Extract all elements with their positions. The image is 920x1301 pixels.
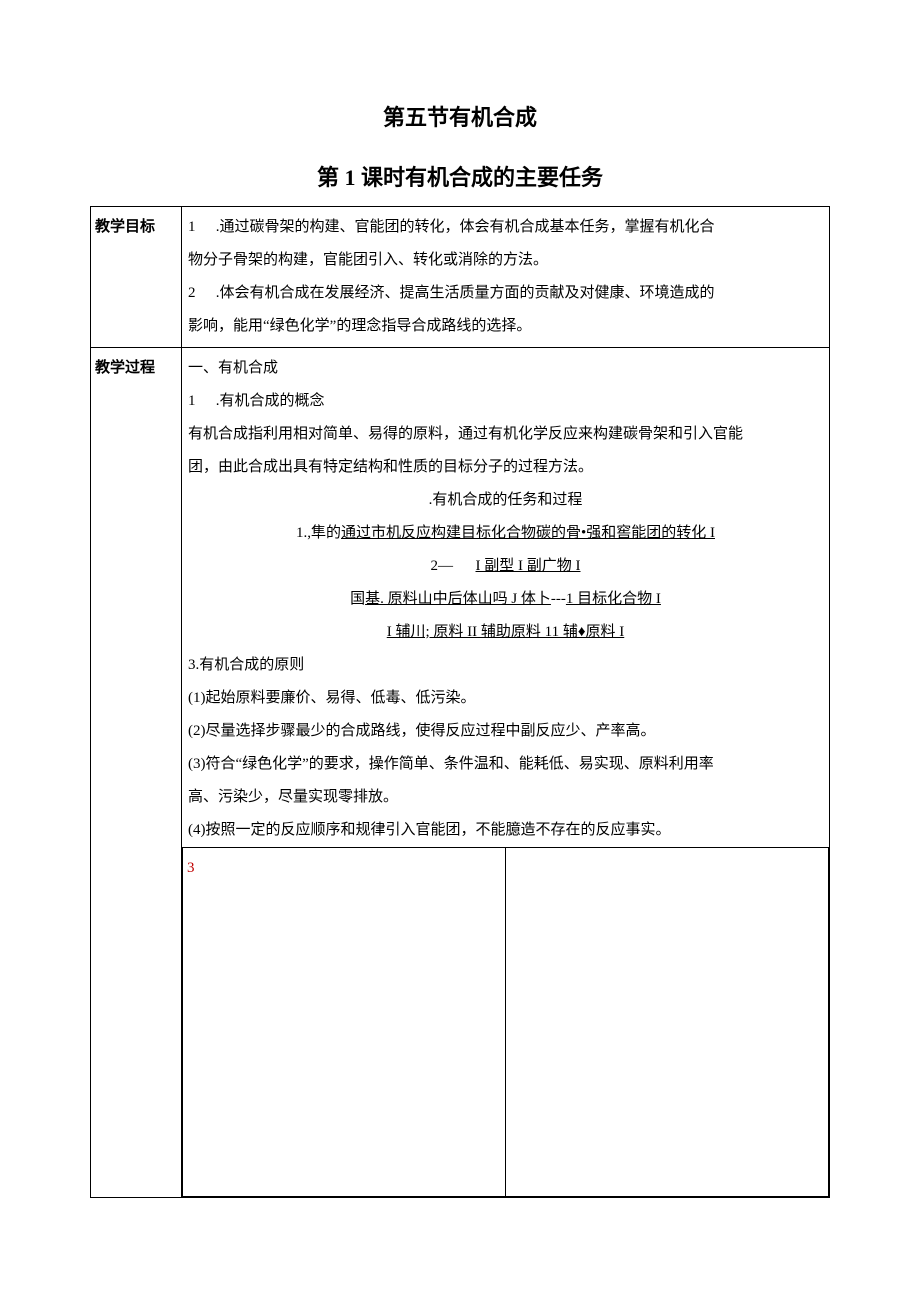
text-line: 影响，能用“绿色化学”的理念指导合成路线的选择。 xyxy=(186,310,825,343)
table-row: 教学目标 1 .通过碳骨架的构建、官能团的转化，体会有机合成基本任务，掌握有机化… xyxy=(91,207,830,348)
text-line: 有机合成指利用相对简单、易得的原料，通过有机化学反应来构建碳骨架和引入官能 xyxy=(186,418,825,451)
text: 1.,隼的 xyxy=(296,525,341,541)
list-number: 1 xyxy=(188,385,212,418)
list-number: 2 xyxy=(188,277,212,310)
text: 2— xyxy=(431,558,454,574)
inner-table: 3 xyxy=(182,847,829,1197)
goal-content: 1 .通过碳骨架的构建、官能团的转化，体会有机合成基本任务，掌握有机化合 物分子… xyxy=(182,207,830,348)
inner-cell-right xyxy=(506,848,829,1197)
text-line: (1)起始原料要廉价、易得、低毒、低污染。 xyxy=(186,682,825,715)
page: 第五节有机合成 第 1 课时有机合成的主要任务 教学目标 1 .通过碳骨架的构建… xyxy=(0,0,920,1278)
text-line: .有机合成的任务和过程 xyxy=(186,484,825,517)
text-line: (4)按照一定的反应顺序和规律引入官能团，不能臆造不存在的反应事实。 xyxy=(186,814,825,847)
text-line: (2)尽量选择步骤最少的合成路线，使得反应过程中副反应少、产率高。 xyxy=(186,715,825,748)
process-content: 一、有机合成 1 .有机合成的概念 有机合成指利用相对简单、易得的原料，通过有机… xyxy=(182,348,830,1198)
lesson-table: 教学目标 1 .通过碳骨架的构建、官能团的转化，体会有机合成基本任务，掌握有机化… xyxy=(90,206,830,1198)
process-label: 教学过程 xyxy=(91,348,182,1198)
text-line: 1 .通过碳骨架的构建、官能团的转化，体会有机合成基本任务，掌握有机化合 xyxy=(186,211,825,244)
text-line: 一、有机合成 xyxy=(186,352,825,385)
underlined-text: I 辅川; 原料 II 辅助原料 11 辅♦原料 I xyxy=(387,624,625,640)
text: --- xyxy=(551,591,566,607)
text: .有机合成的概念 xyxy=(216,393,325,409)
text-line: 1 .有机合成的概念 xyxy=(186,385,825,418)
text: 国 xyxy=(350,591,365,607)
doc-subtitle: 第 1 课时有机合成的主要任务 xyxy=(90,160,830,192)
text-line: 物分子骨架的构建，官能团引入、转化或消除的方法。 xyxy=(186,244,825,277)
text-line: (3)符合“绿色化学”的要求，操作简单、条件温和、能耗低、易实现、原料利用率 xyxy=(186,748,825,781)
goal-label: 教学目标 xyxy=(91,207,182,348)
text-line: 1.,隼的通过市机反应构建目标化合物碳的骨•强和窖能团的转化 I xyxy=(186,517,825,550)
list-number: 1 xyxy=(188,211,212,244)
underlined-text: I 副型 I 副广物 I xyxy=(476,558,581,574)
underlined-text: 基. 原料山中后体山吗 J 体卜 xyxy=(365,591,551,607)
text-line: I 辅川; 原料 II 辅助原料 11 辅♦原料 I xyxy=(186,616,825,649)
underlined-text: 通过市机反应构建目标化合物碳的骨•强和窖能团的转化 I xyxy=(341,525,715,541)
red-number: 3 xyxy=(187,860,195,876)
doc-title: 第五节有机合成 xyxy=(90,100,830,132)
text-line: 2— I 副型 I 副广物 I xyxy=(186,550,825,583)
table-row: 教学过程 一、有机合成 1 .有机合成的概念 有机合成指利用相对简单、易得的原料… xyxy=(91,348,830,1198)
text-line: 团，由此合成出具有特定结构和性质的目标分子的过程方法。 xyxy=(186,451,825,484)
text-line: 3.有机合成的原则 xyxy=(186,649,825,682)
text: .体会有机合成在发展经济、提高生活质量方面的贡献及对健康、环境造成的 xyxy=(216,285,715,301)
underlined-text: 1 目标化合物 I xyxy=(566,591,661,607)
text-line: 2 .体会有机合成在发展经济、提高生活质量方面的贡献及对健康、环境造成的 xyxy=(186,277,825,310)
text: .通过碳骨架的构建、官能团的转化，体会有机合成基本任务，掌握有机化合 xyxy=(216,219,715,235)
text-line: 国基. 原料山中后体山吗 J 体卜---1 目标化合物 I xyxy=(186,583,825,616)
text-line: 高、污染少，尽量实现零排放。 xyxy=(186,781,825,814)
inner-cell-left: 3 xyxy=(183,848,506,1197)
table-row: 3 xyxy=(183,848,829,1197)
